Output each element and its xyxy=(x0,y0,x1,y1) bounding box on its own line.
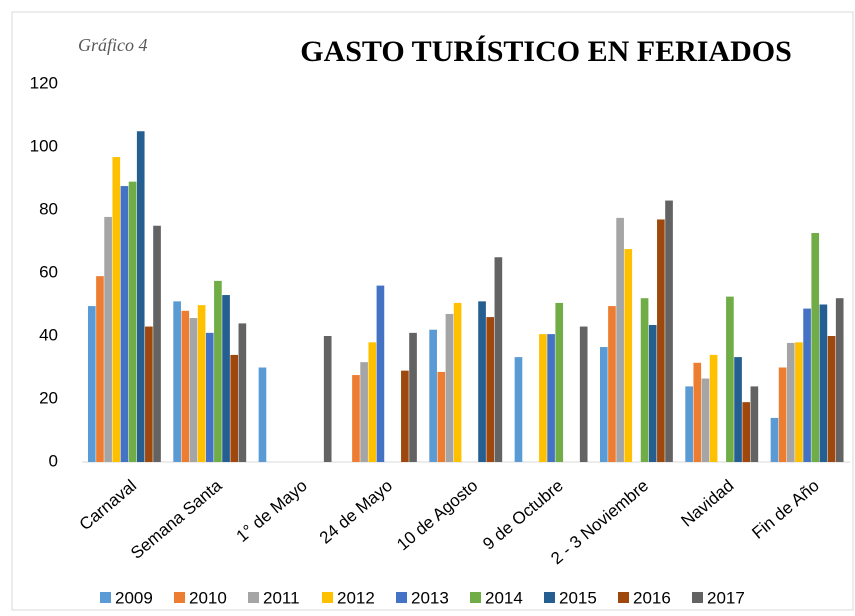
legend-swatch xyxy=(248,592,259,603)
bar xyxy=(323,336,332,462)
legend-swatch xyxy=(618,592,629,603)
bar xyxy=(238,323,247,462)
bar xyxy=(750,386,759,462)
bar xyxy=(409,332,417,462)
bar xyxy=(437,371,446,462)
bar xyxy=(486,317,495,462)
bar xyxy=(778,367,787,462)
bar xyxy=(368,342,377,462)
bar xyxy=(222,295,230,462)
bar xyxy=(376,285,385,462)
bar xyxy=(616,217,624,462)
legend-swatch xyxy=(544,592,555,603)
bar xyxy=(624,249,633,462)
bar xyxy=(709,354,718,462)
bar xyxy=(258,367,267,462)
bar xyxy=(726,296,734,462)
bar xyxy=(770,417,779,462)
legend-label: 2016 xyxy=(633,588,671,607)
y-tick-label: 20 xyxy=(39,388,58,407)
bar xyxy=(579,326,588,462)
bar xyxy=(453,302,462,462)
bar xyxy=(803,308,811,462)
bar xyxy=(547,334,555,462)
bar xyxy=(811,232,820,462)
bar xyxy=(640,298,649,462)
chart-subtitle: Gráfico 4 xyxy=(78,35,148,55)
bar xyxy=(685,386,693,462)
bar xyxy=(360,362,368,462)
legend-swatch xyxy=(174,592,185,603)
legend-label: 2013 xyxy=(411,588,449,607)
legend-swatch xyxy=(100,592,111,603)
chart-title: GASTO TURÍSTICO EN FERIADOS xyxy=(300,35,792,68)
bar xyxy=(648,324,657,462)
bar xyxy=(555,302,564,462)
bar xyxy=(445,313,454,462)
bar xyxy=(120,186,129,462)
legend-label: 2011 xyxy=(263,588,300,607)
bar xyxy=(608,306,616,462)
bar xyxy=(514,357,523,462)
bar xyxy=(230,354,239,462)
bar xyxy=(401,370,409,462)
bar xyxy=(835,298,844,462)
legend-swatch xyxy=(322,592,333,603)
bar xyxy=(599,347,608,462)
chart-border xyxy=(11,11,854,611)
bar xyxy=(657,219,665,462)
bar xyxy=(734,357,742,462)
bar xyxy=(665,200,673,463)
bar xyxy=(87,306,96,462)
bar xyxy=(136,131,145,462)
bar xyxy=(786,342,795,462)
bar xyxy=(181,310,190,462)
bar xyxy=(352,375,360,462)
legend-label: 2010 xyxy=(189,588,227,607)
bar xyxy=(197,305,206,462)
bar xyxy=(819,304,828,462)
legend-label: 2014 xyxy=(485,588,523,607)
legend-swatch xyxy=(396,592,407,603)
bar xyxy=(205,332,214,462)
bar xyxy=(96,276,104,462)
bar xyxy=(153,225,161,462)
bar xyxy=(189,318,198,462)
bar xyxy=(173,301,181,462)
bar xyxy=(539,334,547,462)
bar xyxy=(701,378,710,462)
legend-label: 2009 xyxy=(115,588,153,607)
legend-label: 2015 xyxy=(559,588,597,607)
bar xyxy=(494,257,503,462)
bar xyxy=(478,301,486,462)
legend-swatch xyxy=(470,592,481,603)
y-tick-label: 0 xyxy=(49,451,58,470)
y-tick-label: 60 xyxy=(39,262,58,281)
legend-swatch xyxy=(692,592,703,603)
bar xyxy=(795,342,803,462)
bar xyxy=(104,216,112,462)
bar xyxy=(429,329,437,462)
y-tick-label: 120 xyxy=(30,73,58,92)
y-tick-label: 100 xyxy=(30,136,58,155)
bar xyxy=(214,280,222,462)
bar xyxy=(128,181,137,462)
bar xyxy=(145,326,153,462)
bar xyxy=(693,362,702,462)
bar xyxy=(742,402,751,462)
bar xyxy=(112,157,121,462)
legend-label: 2012 xyxy=(337,588,375,607)
y-tick-label: 80 xyxy=(39,199,58,218)
legend-label: 2017 xyxy=(707,588,745,607)
bar xyxy=(827,336,836,462)
y-tick-label: 40 xyxy=(39,325,58,344)
